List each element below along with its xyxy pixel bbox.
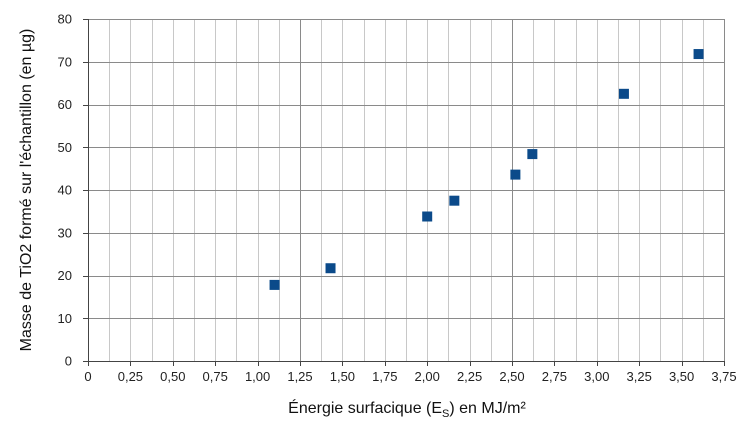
- data-point: [618, 88, 629, 99]
- y-tick-labels: 0 10 20 30 40 50 60 70 80: [58, 12, 72, 369]
- y-tick-label: 30: [58, 225, 72, 240]
- x-axis-title: Énergie surfacique (ES) en MJ/m²: [288, 398, 526, 420]
- x-tick-label: 2,50: [499, 369, 524, 384]
- x-tick-label: 2,75: [542, 369, 567, 384]
- x-tick-label: 2,25: [457, 369, 482, 384]
- data-point: [693, 49, 704, 60]
- x-tick-label: 0,75: [203, 369, 228, 384]
- data-point: [449, 195, 460, 206]
- y-tick-label: 60: [58, 97, 72, 112]
- x-tick-label: 1,50: [330, 369, 355, 384]
- x-tick-label: 0: [84, 369, 91, 384]
- x-tick-label: 1,25: [287, 369, 312, 384]
- y-tick-label: 40: [58, 183, 72, 198]
- x-tick-label: 2,00: [415, 369, 440, 384]
- y-tick-label: 20: [58, 268, 72, 283]
- data-point: [510, 169, 521, 180]
- grid: [88, 19, 725, 362]
- axes: [83, 19, 725, 366]
- x-tick-label: 0,25: [118, 369, 143, 384]
- y-axis-title: Masse de TiO2 formé sur l'échantillon (e…: [18, 29, 35, 352]
- x-tick-label: 3,00: [584, 369, 609, 384]
- x-axis-title-suffix: ) en MJ/m²: [449, 400, 526, 417]
- x-tick-label: 3,75: [711, 369, 736, 384]
- y-tick-label: 50: [58, 140, 72, 155]
- y-tick-label: 10: [58, 311, 72, 326]
- x-tick-label: 3,50: [669, 369, 694, 384]
- data-point: [325, 263, 336, 274]
- data-point: [527, 149, 538, 160]
- x-tick-label: 0,50: [160, 369, 185, 384]
- data-point: [422, 211, 433, 222]
- x-tick-labels: 0 0,25 0,50 0,75 1,00 1,25 1,50 1,75 2,00 2,25 2,5…: [84, 369, 736, 384]
- y-tick-label: 70: [58, 54, 72, 69]
- x-tick-label: 1,00: [245, 369, 270, 384]
- data-point: [269, 279, 280, 290]
- y-tick-label: 0: [65, 354, 72, 369]
- x-tick-label: 3,25: [627, 369, 652, 384]
- x-axis-title-main: Énergie surfacique (E: [288, 398, 442, 417]
- x-tick-label: 1,75: [372, 369, 397, 384]
- x-axis-title-subscript: S: [442, 408, 449, 420]
- data-points: [269, 49, 704, 290]
- y-tick-label: 80: [58, 12, 72, 27]
